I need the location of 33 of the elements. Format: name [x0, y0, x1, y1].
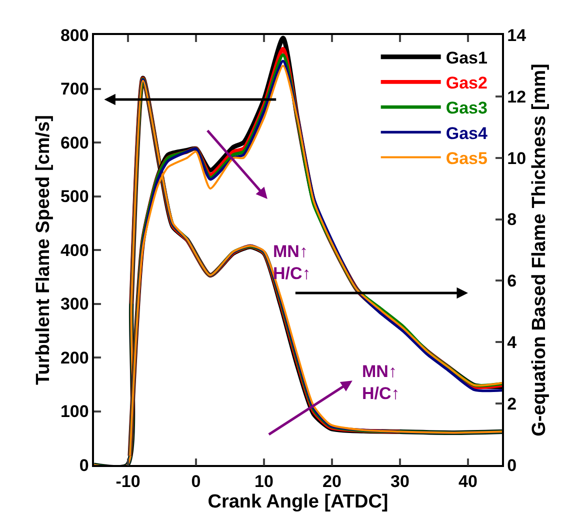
x-tick-label: 40	[458, 472, 478, 492]
y2-tick-label: 10	[507, 148, 526, 168]
y2-tick-label: 4	[507, 333, 518, 352]
legend-label: Gas5	[446, 148, 488, 168]
y-tick-label: 600	[60, 133, 89, 152]
y2-tick-label: 2	[507, 394, 517, 414]
x-tick-label: 30	[390, 472, 410, 492]
legend-label: Gas2	[446, 74, 488, 93]
x-tick-label: -10	[116, 472, 140, 492]
y-tick-label: 700	[60, 80, 89, 99]
legend-label: Gas1	[446, 48, 488, 68]
y2-tick-label: 14	[507, 26, 527, 45]
y2-tick-label: 6	[507, 272, 517, 291]
annotation: MN↑ H/C↑	[362, 362, 400, 404]
y2-tick-label: 0	[507, 456, 517, 475]
x-tick-label: 10	[254, 472, 274, 492]
y-tick-label: 300	[60, 294, 89, 314]
y-tick-label: 400	[60, 240, 89, 260]
annotation: MN↑ H/C↑	[273, 242, 311, 284]
legend-label: Gas4	[446, 124, 488, 143]
x-tick-label: 20	[322, 472, 342, 492]
x-tick-label: 0	[191, 472, 201, 492]
y-tick-label: 200	[60, 348, 89, 368]
y-tick-label: 800	[60, 26, 89, 45]
y2-tick-label: 12	[507, 87, 526, 106]
x-axis-title: Crank Angle [ATDC]	[208, 491, 388, 512]
y-tick-label: 0	[79, 456, 89, 475]
legend-label: Gas3	[446, 98, 488, 118]
y2-axis-title: G-equation Based Flame Thickness [mm]	[528, 64, 550, 436]
y-axis-title: Turbulent Flame Speed [cm/s]	[32, 115, 54, 385]
y2-tick-label: 8	[507, 210, 517, 230]
y-tick-label: 100	[60, 402, 89, 422]
y-tick-label: 500	[60, 187, 89, 206]
